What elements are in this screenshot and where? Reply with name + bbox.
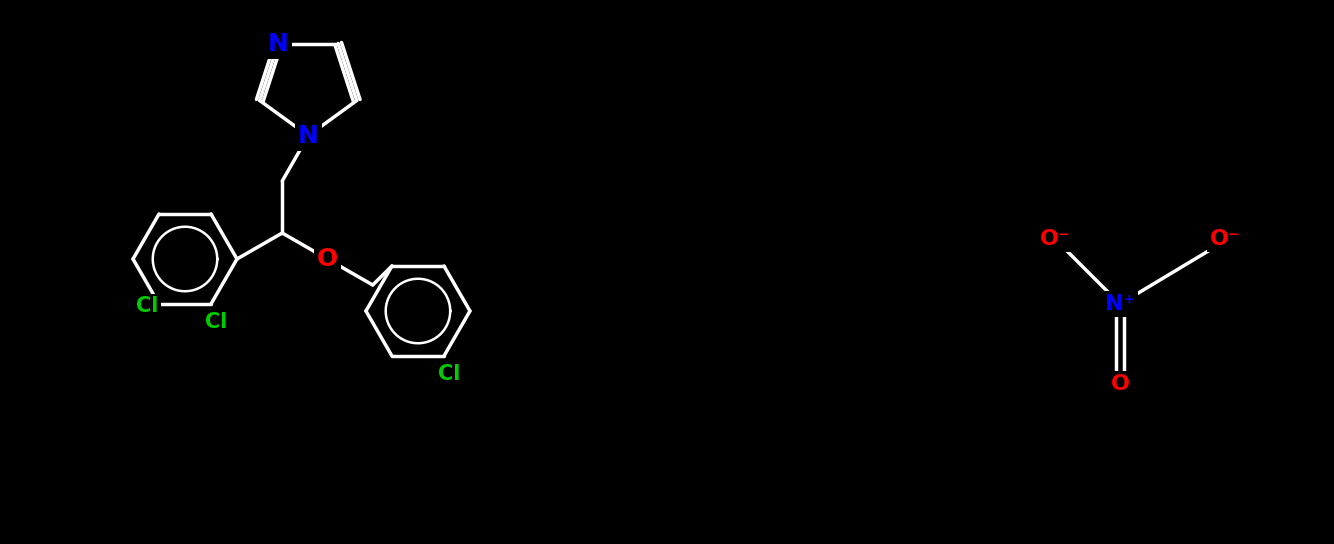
Text: N: N [268, 32, 288, 55]
Text: O⁻: O⁻ [1039, 229, 1070, 249]
Text: O: O [317, 247, 338, 271]
Text: N⁺: N⁺ [1105, 294, 1135, 314]
Text: N: N [297, 124, 319, 148]
Text: Cl: Cl [136, 296, 159, 316]
Text: Cl: Cl [438, 364, 460, 384]
Text: O⁻: O⁻ [1210, 229, 1241, 249]
Text: Cl: Cl [205, 312, 227, 332]
Text: O: O [1110, 374, 1130, 394]
